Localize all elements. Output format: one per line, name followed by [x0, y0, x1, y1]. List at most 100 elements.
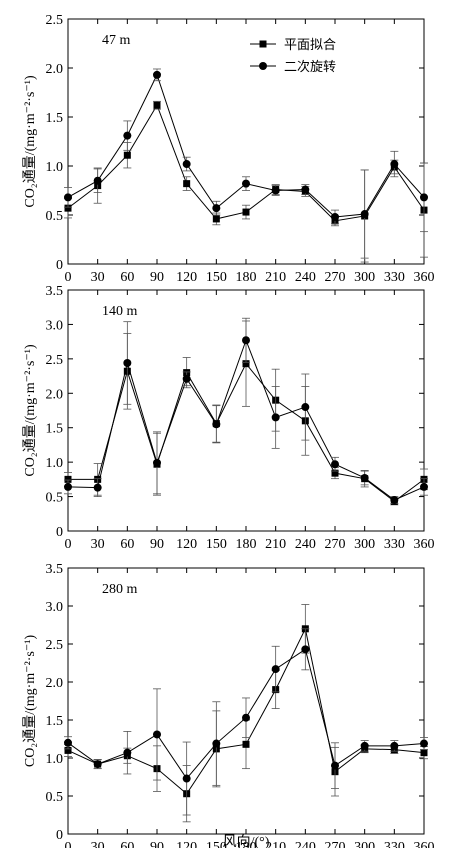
data-point-circle	[182, 774, 191, 783]
data-point-circle	[360, 473, 369, 482]
y-tick-label: 0.5	[46, 491, 64, 506]
data-point-circle	[64, 193, 72, 202]
data-point-circle	[301, 403, 310, 412]
plot-frame	[67, 18, 425, 265]
data-point-circle	[331, 212, 339, 221]
x-tick-label: 60	[120, 537, 134, 552]
x-axis-label: 风向/(°)	[223, 834, 270, 848]
x-tick-label: 150	[206, 840, 227, 848]
x-tick-label: 180	[236, 840, 257, 848]
data-point-circle	[242, 713, 250, 722]
y-tick-label: 0	[56, 258, 63, 273]
y-tick-label: 0	[56, 525, 63, 540]
x-tick-label: 60	[120, 270, 134, 285]
height-annotation: 47 m	[102, 33, 131, 48]
y-tick-label: 1.0	[46, 160, 64, 175]
data-point-circle	[242, 179, 250, 188]
data-point-circle	[123, 131, 132, 140]
data-point-circle	[153, 70, 161, 79]
x-tick-label: 180	[236, 537, 257, 552]
x-tick-label: 300	[354, 270, 375, 285]
chart-panel-1: 0 0.5 1.0 1.5 2.0 2.5 0 30 60 90 120 150 180 210 240 27…	[22, 13, 435, 285]
series-double-rotation	[64, 628, 428, 816]
x-tick-label: 330	[384, 270, 405, 285]
y-axis-label: CO₂通量/(mg·m⁻²·s⁻¹)	[22, 344, 38, 477]
y-axis-label: CO₂通量/(mg·m⁻²·s⁻¹)	[22, 75, 38, 208]
x-tick-label: 240	[295, 270, 316, 285]
data-point-circle	[271, 186, 280, 195]
data-point-square	[331, 469, 339, 477]
y-tick-label: 3.0	[46, 600, 64, 615]
x-tick-label: 240	[295, 537, 316, 552]
y-tick-label: 2.5	[46, 13, 64, 28]
data-point-circle	[390, 741, 399, 750]
x-tick-label: 120	[176, 537, 197, 552]
height-annotation: 140 m	[102, 304, 138, 319]
y-tick-label: 3.0	[46, 318, 64, 333]
data-point-square	[64, 746, 72, 754]
data-point-square	[242, 360, 250, 368]
x-tick-label: 90	[150, 270, 164, 285]
x-tick-label: 270	[325, 537, 346, 552]
data-point-circle	[93, 483, 102, 492]
chart-panel-2: 0 0.5 1.0 1.5 2.0 2.5 3.0 3.5 0 30 60 90 120 150 180 21…	[22, 284, 435, 552]
x-tick-label: 270	[325, 840, 346, 848]
series-double-rotation	[64, 317, 428, 505]
data-point-circle	[360, 210, 369, 219]
y-tick-label: 1.5	[46, 422, 64, 437]
data-point-circle	[301, 185, 310, 194]
data-point-square	[420, 749, 428, 757]
data-point-circle	[64, 738, 72, 747]
x-tick-label: 300	[354, 537, 375, 552]
x-tick-label: 120	[176, 270, 197, 285]
data-point-circle	[420, 739, 428, 748]
x-tick-label: 120	[176, 840, 197, 848]
data-point-circle	[212, 420, 221, 429]
y-tick-label: 2.0	[46, 676, 64, 691]
chart-panel-3: 0 0.5 1.0 1.5 2.0 2.5 3.0 3.5 0 30 60 90 120 150 180 21…	[22, 562, 435, 848]
y-tick-label: 0.5	[46, 209, 64, 224]
x-tick-label: 330	[384, 537, 405, 552]
y-tick-label: 2.5	[46, 353, 64, 368]
x-tick-label: 360	[414, 840, 435, 848]
data-point-circle	[123, 358, 132, 367]
data-point-circle	[331, 761, 339, 770]
y-tick-label: 0	[56, 828, 63, 843]
data-point-circle	[182, 374, 191, 383]
x-tick-label: 180	[236, 270, 257, 285]
y-tick-label: 1.5	[46, 111, 64, 126]
x-tick-label: 30	[91, 840, 105, 848]
x-tick-label: 30	[91, 270, 105, 285]
data-point-circle	[271, 665, 280, 674]
x-tick-label: 270	[325, 270, 346, 285]
series-double-rotation	[64, 68, 428, 259]
x-tick-label: 90	[150, 840, 164, 848]
data-point-circle	[420, 193, 428, 202]
y-axis-label: CO₂通量/(mg·m⁻²·s⁻¹)	[22, 635, 38, 768]
x-tick-label: 60	[120, 840, 134, 848]
x-tick-label: 330	[384, 840, 405, 848]
data-point-circle	[360, 741, 369, 750]
x-tick-label: 0	[65, 270, 72, 285]
data-point-square	[64, 204, 72, 212]
data-point-circle	[93, 176, 102, 185]
y-tick-label: 0.5	[46, 790, 64, 805]
data-point-circle	[212, 204, 221, 213]
x-tick-label: 240	[295, 840, 316, 848]
data-point-square	[123, 151, 131, 159]
y-tick-label: 1.0	[46, 752, 64, 767]
y-tick-label: 1.0	[46, 456, 64, 471]
y-tick-label: 3.5	[46, 562, 64, 577]
legend-label: 平面拟合	[284, 37, 336, 52]
data-point-square	[242, 740, 250, 748]
series-line	[67, 73, 425, 218]
data-point-circle	[123, 748, 132, 757]
y-tick-label: 2.0	[46, 62, 64, 77]
x-tick-label: 360	[414, 537, 435, 552]
data-point-square	[212, 215, 220, 223]
x-tick-label: 0	[65, 537, 72, 552]
legend-marker-square	[259, 40, 267, 48]
data-point-square	[183, 180, 191, 188]
